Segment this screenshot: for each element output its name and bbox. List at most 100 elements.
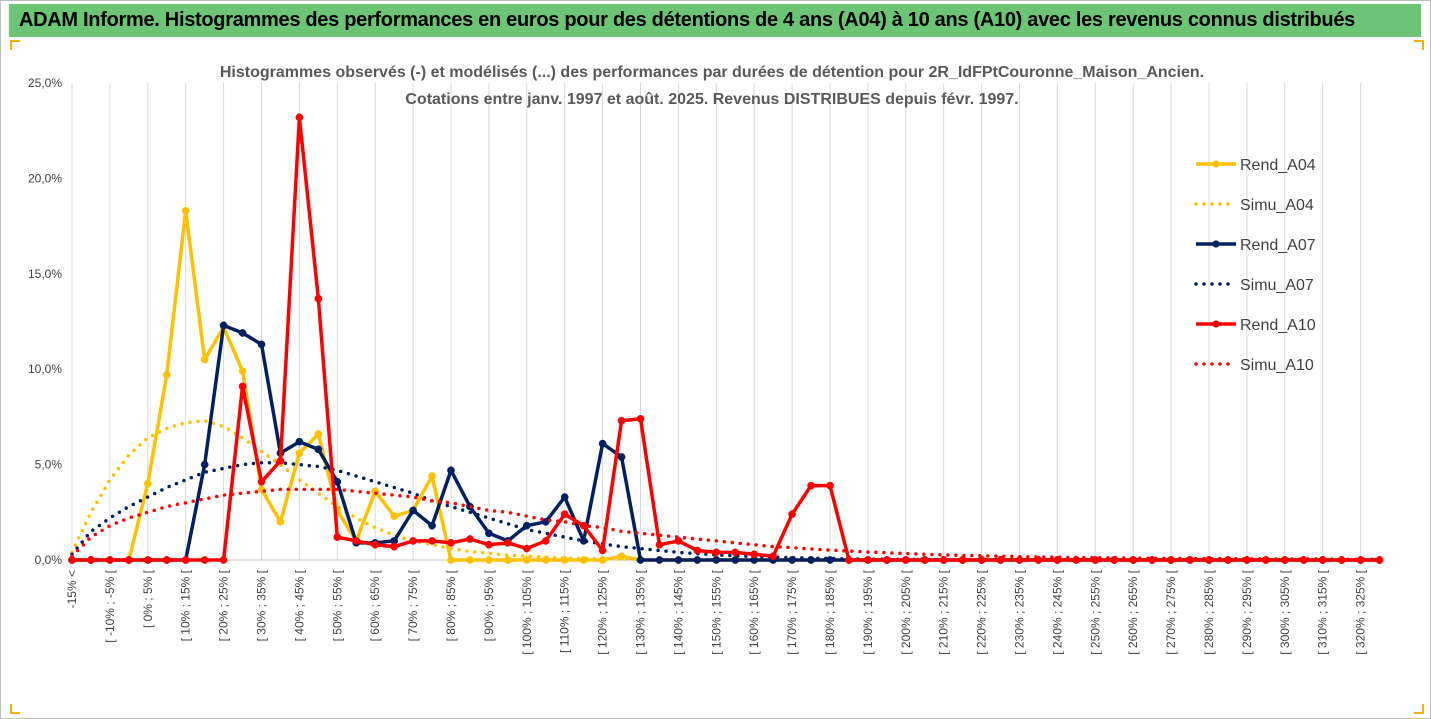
rend-a10-point bbox=[977, 556, 986, 564]
y-tick-label: 20,0% bbox=[28, 171, 62, 185]
x-tick-label: -15% < bbox=[65, 570, 79, 608]
rend-a04-point bbox=[390, 512, 398, 520]
x-tick-label: [ 320% ; 325% [ bbox=[1354, 569, 1368, 654]
y-tick-label: 25,0% bbox=[28, 76, 62, 90]
rend-a07-point bbox=[409, 506, 417, 515]
x-tick-label: [ 300% ; 305% [ bbox=[1278, 569, 1292, 654]
rend-a10-point bbox=[541, 537, 550, 545]
rend-a07-point bbox=[617, 453, 626, 461]
rend-a10-point bbox=[352, 537, 361, 545]
x-tick-label: [ 290% ; 295% [ bbox=[1240, 569, 1254, 654]
rend-a10-point bbox=[200, 556, 209, 564]
rend-a10-point bbox=[87, 556, 95, 564]
x-tick-label: [ 220% ; 225% [ bbox=[975, 569, 989, 654]
x-axis-ticks: -15% < [ -10% ; -5% [[ 0% ; 5% [[ 10% ; 1… bbox=[65, 569, 1368, 654]
chart-subtitle: Cotations entre janv. 1997 et août. 2025… bbox=[405, 91, 1018, 108]
x-tick-label: [ 250% ; 255% [ bbox=[1088, 569, 1102, 654]
x-tick-label: [ 260% ; 265% [ bbox=[1126, 569, 1140, 654]
x-tick-label: [ 120% ; 125% [ bbox=[596, 569, 610, 654]
x-tick-label: [ 190% ; 195% [ bbox=[861, 569, 875, 654]
rend-a07-point bbox=[636, 556, 645, 564]
series-group bbox=[68, 113, 1384, 564]
rend-a10-point bbox=[466, 535, 474, 543]
x-tick-label: [ 240% ; 245% [ bbox=[1050, 569, 1064, 654]
rend-a04-point bbox=[181, 206, 190, 215]
rend-a07-point bbox=[314, 445, 323, 454]
rend-a07-point bbox=[693, 556, 702, 564]
chart-title: Histogrammes observés (-) et modélisés (… bbox=[220, 64, 1204, 81]
rend-a04-point bbox=[162, 371, 171, 379]
x-tick-label: [ 0% ; 5% [ bbox=[141, 569, 155, 628]
rend-a10-point bbox=[1375, 556, 1384, 564]
rend-a10-point bbox=[920, 556, 929, 564]
x-tick-label: [ 160% ; 165% [ bbox=[747, 569, 761, 654]
rend-a07-point bbox=[598, 439, 607, 448]
rend-a10-point bbox=[162, 556, 171, 564]
rend-a07-point bbox=[219, 321, 228, 330]
rend-a10-point bbox=[674, 537, 683, 545]
rend-a10-point bbox=[845, 556, 853, 564]
x-tick-label: [ 50% ; 55% [ bbox=[330, 569, 344, 641]
rend-a07-point bbox=[428, 521, 436, 530]
rend-a10-point bbox=[257, 477, 266, 486]
y-tick-label: 10,0% bbox=[28, 362, 62, 376]
rend-a10-point bbox=[106, 556, 114, 564]
rend-a04-point bbox=[522, 556, 531, 564]
x-tick-label: [ 200% ; 205% [ bbox=[899, 569, 913, 654]
simu-a07-line bbox=[70, 460, 1382, 562]
y-tick-label: 5,0% bbox=[35, 458, 63, 472]
corner-mark-br bbox=[1414, 704, 1424, 714]
title-banner: ADAM Informe. Histogrammes des performan… bbox=[9, 4, 1421, 37]
rend-a04-point bbox=[466, 556, 474, 564]
rend-a10-point bbox=[883, 556, 891, 564]
rend-a07-point bbox=[295, 437, 304, 446]
corner-mark-tr bbox=[1414, 40, 1424, 50]
y-axis-ticks: 0,0% 5,0% 10,0% 15,0% 20,0% 25,0% bbox=[28, 76, 62, 567]
rend-a10-point bbox=[522, 544, 531, 553]
rend-a10-point bbox=[807, 481, 815, 490]
rend-a07-line bbox=[72, 323, 1380, 562]
legend-marker-rend-a04 bbox=[1212, 160, 1220, 168]
x-tick-label: [ 40% ; 45% [ bbox=[292, 569, 306, 641]
rend-a10-point bbox=[788, 510, 796, 519]
rend-a07-point bbox=[655, 556, 664, 564]
rend-a10-point bbox=[636, 414, 645, 423]
rend-a10-point bbox=[447, 538, 455, 547]
x-tick-label: [ 270% ; 275% [ bbox=[1164, 569, 1178, 654]
rend-a10-point bbox=[428, 537, 436, 545]
rend-a04-point bbox=[485, 556, 493, 564]
rend-a10-point bbox=[939, 556, 948, 564]
legend-label-rend-a04: Rend_A04 bbox=[1240, 157, 1316, 174]
rend-a10-point bbox=[390, 542, 398, 551]
rend-a10-point bbox=[276, 456, 285, 465]
legend-label-simu-a07: Simu_A07 bbox=[1240, 277, 1314, 294]
x-tick-label: [ 20% ; 25% [ bbox=[217, 569, 231, 641]
y-tick-label: 0,0% bbox=[35, 553, 63, 567]
x-tick-label: [ 130% ; 135% [ bbox=[634, 569, 648, 654]
rend-a10-point bbox=[219, 556, 228, 564]
rend-a07-point bbox=[712, 556, 721, 564]
simu-a04-line bbox=[70, 418, 1382, 562]
rend-a10-point bbox=[712, 548, 721, 557]
rend-a07-point bbox=[447, 466, 455, 475]
rend-a10-point bbox=[996, 556, 1005, 564]
rend-a10-point bbox=[295, 113, 304, 122]
legend-label-simu-a10: Simu_A10 bbox=[1240, 357, 1314, 374]
rend-a10-point bbox=[143, 556, 152, 564]
legend-marker-rend-a07 bbox=[1212, 240, 1220, 248]
rend-a04-point bbox=[276, 517, 285, 526]
x-tick-label: [ 100% ; 105% [ bbox=[520, 569, 534, 654]
x-tick-label: [ 150% ; 155% [ bbox=[709, 569, 723, 654]
legend-label-simu-a04: Simu_A04 bbox=[1240, 197, 1314, 214]
rend-a07-point bbox=[257, 340, 266, 349]
rend-a10-point bbox=[826, 481, 834, 490]
x-tick-label: [ 210% ; 215% [ bbox=[937, 569, 951, 654]
legend-marker-rend-a10 bbox=[1212, 320, 1220, 328]
rend-a07-point bbox=[560, 493, 569, 501]
rend-a10-point bbox=[617, 416, 626, 425]
x-tick-label: [ 80% ; 85% [ bbox=[444, 569, 458, 641]
rend-a10-point bbox=[125, 556, 133, 564]
x-tick-label: [ 10% ; 15% [ bbox=[179, 569, 193, 641]
rend-a10-point bbox=[655, 540, 664, 549]
